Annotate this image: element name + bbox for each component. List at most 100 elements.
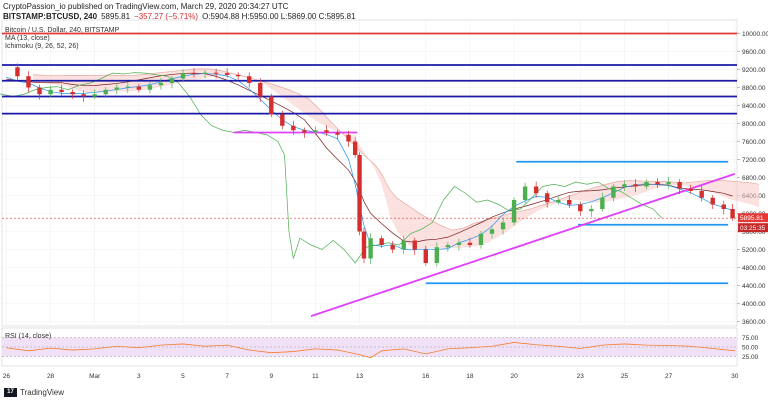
last-price: 5895.81 xyxy=(101,12,131,21)
candle-down xyxy=(567,200,572,205)
legend-ichimoku[interactable]: Ichimoku (9, 26, 52, 26) xyxy=(5,43,79,50)
candle-up xyxy=(556,200,561,203)
rsi-level-label: 50.00 xyxy=(742,344,759,351)
ohlc: O:5904.88 H:5950.00 L:5869.00 C:5895.81 xyxy=(202,12,356,21)
candle-down xyxy=(324,130,329,133)
candle-down xyxy=(224,73,230,75)
candle-up xyxy=(202,72,208,74)
price-change: −357.27 (−5.71%) xyxy=(134,12,199,21)
candle-up xyxy=(456,242,462,245)
candle-down xyxy=(70,92,75,95)
candle-up xyxy=(313,130,318,133)
x-tick-label: 11 xyxy=(312,373,319,380)
y-tick-label: 7200.00 xyxy=(742,157,766,164)
rsi-level-label: 75.00 xyxy=(742,335,759,342)
price-tag xyxy=(738,213,768,223)
candle-up xyxy=(103,89,108,95)
candle-up xyxy=(180,73,186,79)
price-pane xyxy=(1,19,738,327)
publish-line: CryptoPassion_io published on TradingVie… xyxy=(3,2,289,11)
x-tick-label: 27 xyxy=(665,373,673,380)
x-tick-label: 26 xyxy=(3,373,11,380)
candle-down xyxy=(412,240,417,250)
candle-down xyxy=(379,238,384,245)
rsi-level-label: 25.00 xyxy=(742,354,759,361)
chikou-line xyxy=(0,72,663,264)
y-tick-label: 4000.00 xyxy=(742,301,766,308)
candle-down xyxy=(346,134,351,142)
y-tick-label: 5600.00 xyxy=(742,229,766,236)
y-tick-label: 8000.00 xyxy=(742,121,766,128)
candle-down xyxy=(361,231,367,259)
footer-brand[interactable]: 17 TradingView xyxy=(4,388,64,397)
candle-down xyxy=(302,130,307,133)
candle-down xyxy=(633,184,638,187)
candle-down xyxy=(269,96,274,115)
candle-down xyxy=(81,94,86,97)
candle-up xyxy=(158,83,164,86)
y-tick-label: 3600.00 xyxy=(742,319,766,326)
candle-down xyxy=(544,193,550,203)
candle-up xyxy=(401,240,406,250)
candle-down xyxy=(291,125,296,131)
x-tick-label: 18 xyxy=(466,373,474,380)
y-tick-label: 9200.00 xyxy=(742,67,766,74)
candle-up xyxy=(169,78,175,83)
candle-down xyxy=(699,191,704,198)
symbol: BITSTAMP:BTCUSD, 240 xyxy=(3,12,98,21)
candle-up xyxy=(478,233,484,245)
candle-down xyxy=(59,89,64,92)
candle-up xyxy=(622,184,627,187)
candle-down xyxy=(37,87,42,95)
x-tick-label: 25 xyxy=(621,373,629,380)
candle-down xyxy=(578,204,583,212)
y-tick-label: 7600.00 xyxy=(742,139,766,146)
candle-down xyxy=(26,76,31,88)
candle-down xyxy=(688,188,693,191)
trend-segment-magenta xyxy=(310,173,736,317)
x-tick-label: 7 xyxy=(225,373,229,380)
candle-up xyxy=(589,209,594,212)
candle-up xyxy=(611,186,616,198)
x-tick-label: 5 xyxy=(181,373,185,380)
x-tick-label: 9 xyxy=(269,373,273,380)
candle-down xyxy=(730,209,735,219)
countdown-label: 03:25:35 xyxy=(740,225,766,232)
rsi-band xyxy=(2,337,737,357)
candle-up xyxy=(125,86,131,88)
legend-rsi[interactable]: RSI (14, close) xyxy=(5,333,52,340)
y-tick-label: 6800.00 xyxy=(742,175,766,182)
tradingview-logo-icon: 17 xyxy=(4,388,17,397)
x-tick-label: Mar xyxy=(89,373,101,380)
rsi-line xyxy=(6,342,735,359)
y-tick-label: 5200.00 xyxy=(742,247,766,254)
y-tick-label: 4800.00 xyxy=(742,265,766,272)
x-tick-label: 3 xyxy=(137,373,141,380)
y-tick-label: 10000.00 xyxy=(742,31,768,38)
chart-header: CryptoPassion_io published on TradingVie… xyxy=(3,2,356,22)
y-tick-label: 8400.00 xyxy=(742,103,766,110)
candle-down xyxy=(357,155,362,232)
ichimoku-span-b xyxy=(32,68,760,231)
y-tick-label: 9600.00 xyxy=(742,49,766,56)
price-tag-label: 5895.81 xyxy=(740,215,764,222)
legend-title[interactable]: Bitcoin / U.S. Dollar, 240, BITSTAMP xyxy=(5,27,120,34)
candle-down xyxy=(655,182,660,185)
candle-down xyxy=(467,242,473,245)
candle-up xyxy=(114,87,119,90)
ichimoku-cloud xyxy=(32,68,760,250)
candle-down xyxy=(213,72,219,74)
candle-up xyxy=(666,182,671,185)
x-tick-label: 13 xyxy=(356,373,364,380)
legend-ma[interactable]: MA (13, close) xyxy=(5,35,50,42)
candle-down xyxy=(15,67,20,77)
x-tick-label: 23 xyxy=(577,373,585,380)
x-tick-label: 28 xyxy=(47,373,55,380)
candle-down xyxy=(258,83,263,97)
candle-up xyxy=(48,89,53,95)
candle-up xyxy=(489,229,495,234)
candles xyxy=(15,63,735,267)
candle-up xyxy=(434,247,440,263)
candle-down xyxy=(247,76,252,83)
